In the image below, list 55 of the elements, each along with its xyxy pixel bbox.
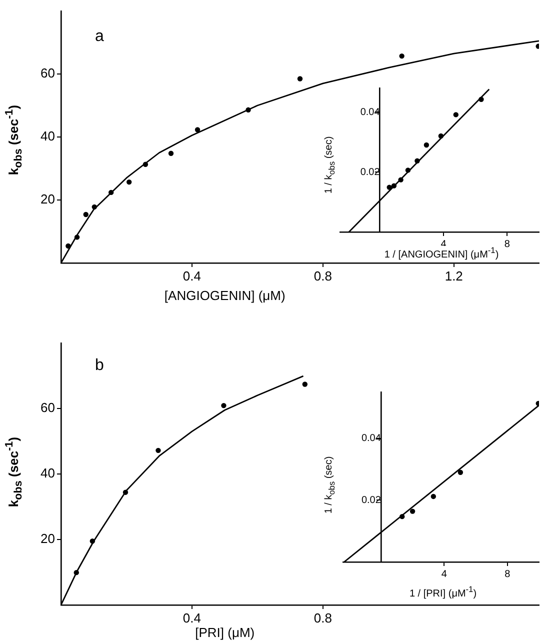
point xyxy=(400,514,405,520)
annotation: a xyxy=(95,28,104,46)
y-tick-label: 0.04 xyxy=(360,106,380,118)
x-tick-label: 4 xyxy=(441,568,448,580)
point xyxy=(438,133,444,139)
x-tick-label: 0.8 xyxy=(314,610,332,626)
point xyxy=(122,490,128,495)
point xyxy=(74,234,80,240)
point xyxy=(478,96,484,102)
y-tick-label: 60 xyxy=(40,66,55,81)
y-tick-label: 0.02 xyxy=(361,494,382,506)
point xyxy=(391,183,397,188)
point xyxy=(168,150,174,156)
x-tick-label: 0.8 xyxy=(314,268,332,284)
x-axis-title: 1 / [ANGIOGENIN] (μM$^{-1}$) xyxy=(384,245,499,260)
point xyxy=(399,53,404,59)
x-tick-label: 0.4 xyxy=(182,268,201,284)
point xyxy=(430,494,436,500)
point xyxy=(74,570,79,576)
point xyxy=(221,402,226,408)
x-tick-label: 1.2 xyxy=(444,268,463,284)
x-tick-label: 8 xyxy=(504,568,511,580)
point xyxy=(398,177,404,182)
y-tick-label: 40 xyxy=(40,128,55,144)
point xyxy=(90,538,96,544)
y-tick-label: 0.02 xyxy=(360,166,380,178)
x-axis-title: [ANGIOGENIN] (μM) xyxy=(164,288,286,304)
point xyxy=(453,112,458,118)
point xyxy=(83,212,88,218)
point xyxy=(405,168,411,173)
x-tick-label: 0.4 xyxy=(182,610,201,626)
x-tick-label: 8 xyxy=(504,238,510,250)
point xyxy=(414,158,420,164)
point xyxy=(386,184,392,190)
y-tick-label: 20 xyxy=(40,192,55,207)
point xyxy=(156,448,161,454)
point xyxy=(142,162,148,168)
point xyxy=(108,190,114,196)
y-tick-label: 20 xyxy=(40,531,55,546)
point xyxy=(458,470,464,475)
y-tick-label: 40 xyxy=(40,466,55,481)
point xyxy=(297,76,303,82)
point xyxy=(126,179,132,185)
point xyxy=(66,243,71,249)
point xyxy=(302,382,308,387)
point xyxy=(194,127,200,132)
point xyxy=(424,142,430,148)
x-axis-title: [PRI] (μM) xyxy=(195,625,255,640)
y-tick-label: 60 xyxy=(40,400,55,416)
point xyxy=(410,508,416,514)
y-tick-label: 0.04 xyxy=(361,433,382,444)
x-axis-title: 1 / [PRI] (μM$^{-1}$) xyxy=(409,584,477,600)
annotation: b xyxy=(95,357,104,375)
point xyxy=(246,107,251,113)
point xyxy=(92,204,97,210)
